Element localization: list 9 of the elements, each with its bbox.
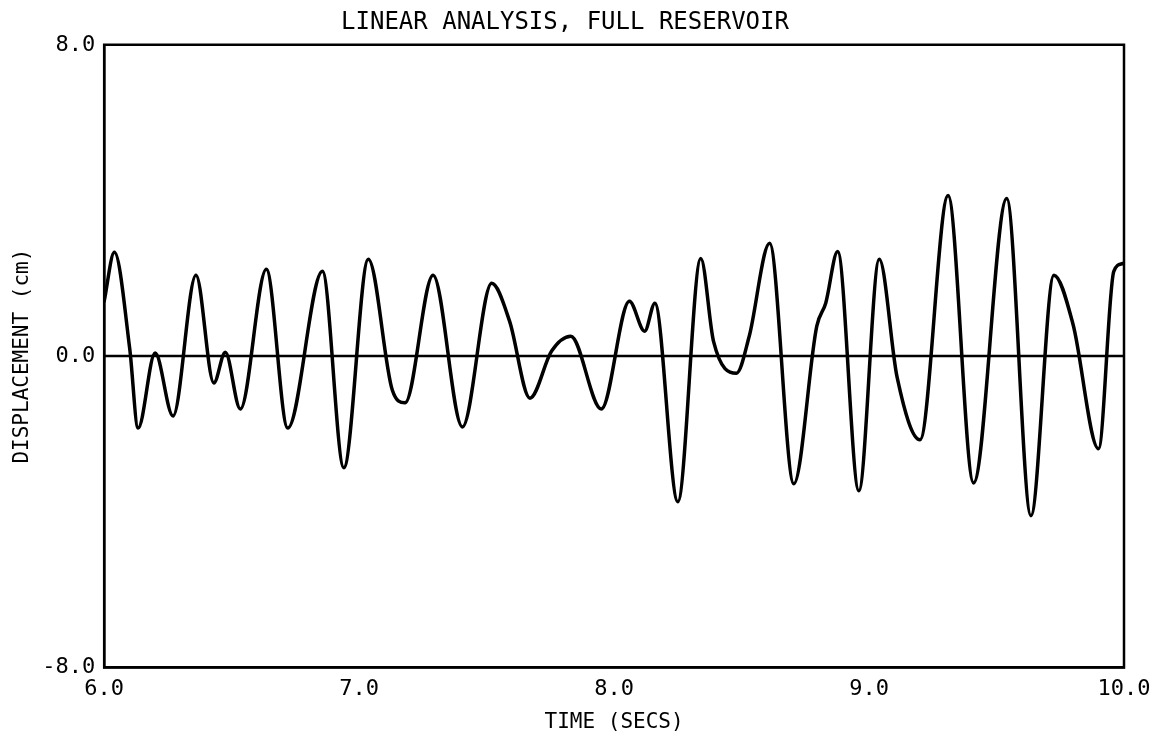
y-tick-label: 8.0 xyxy=(55,30,96,56)
x-tick-label: 9.0 xyxy=(849,675,889,701)
x-tick-label: 7.0 xyxy=(339,675,380,701)
x-tick-label: 8.0 xyxy=(594,675,634,701)
x-tick-label: 10.0 xyxy=(1097,675,1151,701)
y-tick-label: 0.0 xyxy=(55,341,96,367)
y-axis-title: DISPLACEMENT (cm) xyxy=(9,248,34,464)
chart-title: LINEAR ANALYSIS, FULL RESERVOIR xyxy=(341,6,790,35)
x-axis-title: TIME (SECS) xyxy=(544,708,684,733)
